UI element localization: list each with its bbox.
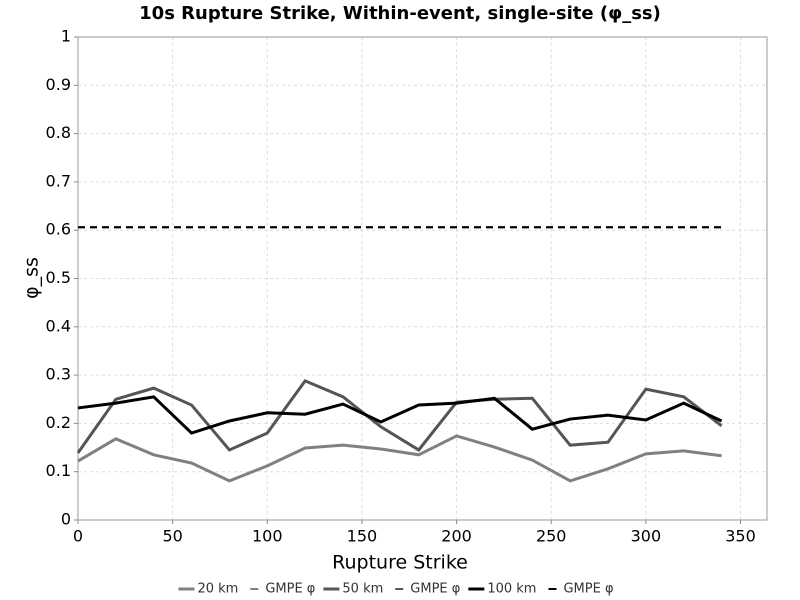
y-tick-label: 0.8 (46, 123, 71, 142)
x-tick-label: 50 (162, 527, 182, 546)
legend-label: GMPE φ (410, 582, 460, 597)
legend-label: GMPE φ (563, 582, 613, 597)
y-tick-label: 0 (61, 510, 71, 529)
legend: 20 km GMPE φ 50 km GMPE φ 100 km GMPE φ (178, 582, 614, 597)
y-tick-label: 0.4 (46, 316, 71, 335)
y-tick-label: 0.6 (46, 220, 71, 239)
y-tick-label: 0.5 (46, 268, 71, 287)
legend-label: 100 km (487, 582, 536, 597)
y-tick-label: 0.2 (46, 413, 71, 432)
y-tick-label: 0.1 (46, 461, 71, 480)
x-tick-label: 150 (347, 527, 378, 546)
plot-frame (77, 36, 768, 521)
x-tick-label: 200 (441, 527, 472, 546)
x-tick-label: 350 (725, 527, 756, 546)
chart-title: 10s Rupture Strike, Within-event, single… (139, 3, 661, 24)
x-tick-label: 300 (631, 527, 662, 546)
legend-label: GMPE φ (265, 582, 315, 597)
x-tick-label: 0 (73, 527, 83, 546)
y-tick-label: 0.3 (46, 365, 71, 384)
y-tick-label: 0.9 (46, 75, 71, 94)
legend-label: 20 km (197, 582, 238, 597)
y-axis-label: φ_ss (21, 257, 43, 299)
y-tick-label: 1 (61, 27, 71, 46)
x-axis-label: Rupture Strike (332, 552, 468, 574)
series-line (77, 434, 722, 483)
x-tick-label: 100 (252, 527, 283, 546)
series-line (76, 379, 723, 454)
series-line (77, 395, 723, 435)
y-tick-label: 0.7 (46, 171, 71, 190)
legend-label: 50 km (342, 582, 383, 597)
x-tick-label: 250 (536, 527, 567, 546)
